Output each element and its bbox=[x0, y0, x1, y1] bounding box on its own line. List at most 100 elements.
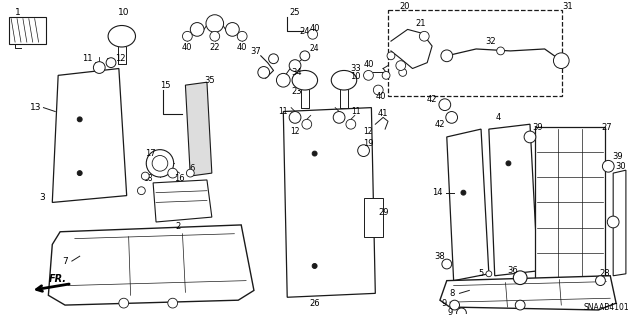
Text: 22: 22 bbox=[209, 43, 220, 53]
Text: 31: 31 bbox=[562, 3, 573, 11]
Circle shape bbox=[554, 53, 569, 69]
Circle shape bbox=[182, 31, 192, 41]
Text: 25: 25 bbox=[290, 8, 300, 17]
Text: 29: 29 bbox=[378, 208, 388, 217]
Text: 17: 17 bbox=[145, 149, 156, 158]
Text: 40: 40 bbox=[376, 93, 387, 101]
Circle shape bbox=[515, 300, 525, 310]
Bar bbox=[364, 197, 383, 237]
Circle shape bbox=[77, 171, 82, 175]
Text: 38: 38 bbox=[435, 252, 445, 261]
Circle shape bbox=[186, 169, 194, 177]
Circle shape bbox=[190, 23, 204, 36]
Circle shape bbox=[524, 131, 536, 143]
Ellipse shape bbox=[292, 70, 317, 90]
Text: 35: 35 bbox=[205, 76, 215, 85]
Circle shape bbox=[168, 298, 177, 308]
Text: 14: 14 bbox=[432, 188, 442, 197]
Text: 4: 4 bbox=[496, 113, 501, 122]
Circle shape bbox=[210, 31, 220, 41]
Text: 33: 33 bbox=[350, 64, 361, 73]
Text: 2: 2 bbox=[175, 222, 180, 231]
Circle shape bbox=[152, 156, 168, 171]
Circle shape bbox=[446, 112, 458, 123]
Polygon shape bbox=[489, 124, 538, 276]
Text: 24: 24 bbox=[310, 44, 319, 54]
Circle shape bbox=[77, 117, 82, 122]
Circle shape bbox=[93, 62, 105, 73]
Text: 28: 28 bbox=[599, 269, 610, 278]
Text: 3: 3 bbox=[40, 193, 45, 202]
Circle shape bbox=[373, 85, 383, 95]
Polygon shape bbox=[440, 276, 616, 310]
Polygon shape bbox=[284, 108, 375, 297]
Text: 40: 40 bbox=[309, 24, 320, 33]
Circle shape bbox=[456, 308, 467, 318]
Circle shape bbox=[237, 31, 247, 41]
Text: 8: 8 bbox=[449, 289, 454, 298]
Text: 32: 32 bbox=[486, 37, 496, 46]
Text: 42: 42 bbox=[435, 120, 445, 129]
Polygon shape bbox=[613, 170, 626, 276]
Text: 30: 30 bbox=[616, 162, 627, 171]
Circle shape bbox=[399, 69, 406, 76]
Text: 42: 42 bbox=[427, 95, 437, 104]
Circle shape bbox=[106, 58, 116, 68]
Text: 11: 11 bbox=[351, 107, 360, 116]
Circle shape bbox=[461, 190, 466, 195]
Circle shape bbox=[138, 187, 145, 195]
Circle shape bbox=[302, 119, 312, 129]
Text: SNAAB4101: SNAAB4101 bbox=[584, 302, 629, 312]
Circle shape bbox=[506, 161, 511, 166]
Circle shape bbox=[269, 54, 278, 63]
Bar bbox=[535, 127, 605, 279]
Text: 11: 11 bbox=[278, 107, 288, 116]
Circle shape bbox=[225, 23, 239, 36]
Text: 40: 40 bbox=[364, 60, 374, 69]
Circle shape bbox=[442, 259, 452, 269]
Circle shape bbox=[382, 71, 390, 79]
Ellipse shape bbox=[332, 70, 356, 90]
Text: 9: 9 bbox=[447, 308, 452, 317]
Circle shape bbox=[596, 276, 605, 286]
Circle shape bbox=[289, 60, 301, 71]
Circle shape bbox=[168, 168, 177, 178]
Text: 12: 12 bbox=[363, 127, 372, 136]
Circle shape bbox=[300, 51, 310, 61]
Text: 27: 27 bbox=[601, 123, 612, 132]
Text: 15: 15 bbox=[161, 81, 171, 90]
Circle shape bbox=[602, 160, 614, 172]
Bar bbox=[9, 17, 47, 44]
Circle shape bbox=[333, 112, 345, 123]
Text: 1: 1 bbox=[15, 8, 21, 17]
Circle shape bbox=[419, 31, 429, 41]
Circle shape bbox=[364, 70, 373, 80]
Circle shape bbox=[276, 73, 290, 87]
Polygon shape bbox=[153, 180, 212, 222]
Bar bbox=[388, 10, 563, 96]
Text: 21: 21 bbox=[415, 19, 426, 28]
Circle shape bbox=[141, 172, 149, 180]
Polygon shape bbox=[52, 69, 127, 203]
Text: 39: 39 bbox=[532, 123, 543, 132]
Polygon shape bbox=[49, 225, 254, 305]
Polygon shape bbox=[186, 82, 212, 176]
Ellipse shape bbox=[108, 26, 136, 47]
Text: 36: 36 bbox=[507, 266, 518, 275]
Text: 40: 40 bbox=[182, 43, 193, 53]
Text: 11: 11 bbox=[83, 54, 93, 63]
Text: 6: 6 bbox=[189, 164, 195, 173]
Text: 10: 10 bbox=[351, 72, 361, 81]
Circle shape bbox=[258, 67, 269, 78]
Circle shape bbox=[387, 52, 395, 60]
Text: 34: 34 bbox=[292, 68, 302, 77]
Circle shape bbox=[346, 119, 356, 129]
Circle shape bbox=[119, 298, 129, 308]
Circle shape bbox=[497, 47, 504, 55]
Text: 18: 18 bbox=[143, 174, 153, 182]
Text: 39: 39 bbox=[612, 152, 623, 161]
Text: 7: 7 bbox=[62, 256, 68, 266]
Text: 41: 41 bbox=[378, 109, 388, 118]
Circle shape bbox=[441, 50, 452, 62]
Text: 12: 12 bbox=[291, 127, 300, 136]
